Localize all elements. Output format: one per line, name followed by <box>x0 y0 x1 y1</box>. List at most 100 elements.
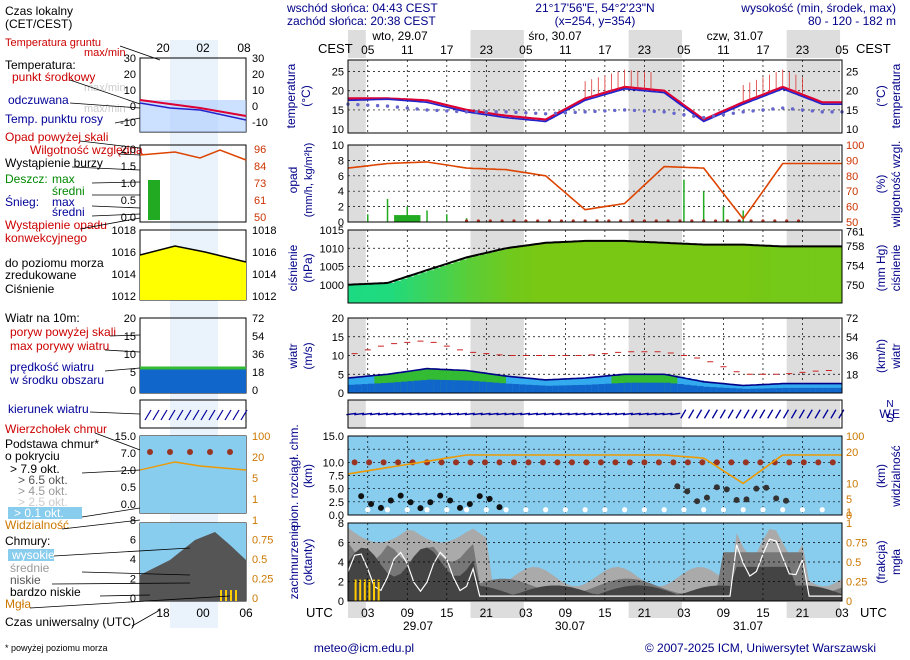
y-tick-left: 6 <box>338 171 344 183</box>
cloud-base-dot <box>466 500 473 507</box>
panel-frame <box>347 522 843 602</box>
utc-tick: 03 <box>519 606 533 620</box>
y-tick-right: 50 <box>846 217 858 229</box>
wind-direction-arrow <box>591 412 602 416</box>
cloud-low-dot <box>641 507 648 513</box>
wind-direction-arrow <box>814 409 821 419</box>
temperature-line <box>348 85 842 121</box>
legend-cloud-base2: o pokryciu <box>5 449 60 463</box>
cloud-low-dot <box>799 507 806 513</box>
wind-direction-arrow <box>472 412 483 416</box>
legend-tick-right: 1 <box>252 494 258 506</box>
cest-tick: 23 <box>480 43 494 57</box>
wind-min-area <box>473 381 481 393</box>
cloud-base-dot <box>377 504 384 511</box>
wind-direction-arrow <box>838 409 845 419</box>
legend-tick-right: 0.25 <box>252 574 273 586</box>
dew-point-dot <box>464 110 469 114</box>
low-cloud-area <box>348 547 842 601</box>
night-band <box>628 602 682 618</box>
y-tick-right: 20 <box>846 447 858 459</box>
dew-point-dot <box>672 111 676 116</box>
day-label-bottom: 30.07 <box>555 619 585 633</box>
dew-point-dot <box>494 110 498 114</box>
legend-pointer <box>99 594 151 597</box>
night-shade <box>786 145 841 222</box>
pressure-line <box>347 239 842 286</box>
cloud-low-dot <box>463 507 470 513</box>
dew-point-dot <box>395 105 400 109</box>
legend-tick-right: 20 <box>252 69 264 81</box>
legend-wind-arrow <box>232 409 240 421</box>
dew-point-dot <box>731 111 736 116</box>
pressure-area <box>512 247 520 303</box>
legend-tick-right: 50 <box>254 212 266 224</box>
wind-min-area <box>644 382 652 393</box>
legend-tick-left: 0 <box>130 101 136 113</box>
pressure-area <box>743 244 751 303</box>
legend-pointer <box>109 334 141 337</box>
dew-point-dot <box>356 102 360 107</box>
legend-pointer <box>91 213 141 217</box>
legend-soil-temp-sub: max/min <box>84 47 126 59</box>
y-tick-left: 5.0 <box>329 484 344 496</box>
precip-axis-unit: (mm/h, kg/m²h) <box>303 143 315 218</box>
legend-tick-right: 36 <box>252 349 264 361</box>
wind-min-area <box>650 382 659 393</box>
wind-min-area <box>710 387 718 393</box>
wind-direction-arrow <box>583 412 594 416</box>
wind-direction-arrow <box>607 412 618 416</box>
dew-point-dot <box>800 108 805 112</box>
visibility-axis-unit: (km) <box>874 464 888 488</box>
dew-point-dot <box>701 115 706 120</box>
wind-axis-unit: (m/s) <box>301 342 315 369</box>
cloud-low-dot <box>365 507 371 513</box>
wind-min-area <box>690 385 698 393</box>
cloud-base-dot <box>723 486 730 493</box>
y-tick-right: 20 <box>846 86 858 98</box>
legend-okt01: > 0.1 okt. <box>14 506 64 520</box>
dew-point-dot <box>632 108 637 113</box>
dew-point-dot <box>810 109 815 113</box>
wind-min-area <box>703 386 711 393</box>
sunset-text: zachód słońca: 20:38 CEST <box>287 14 436 28</box>
cloud-base-dot <box>703 494 710 501</box>
wind-direction-arrow <box>448 412 460 416</box>
legend-wind-arrow <box>192 409 200 421</box>
wind-direction-arrow <box>703 409 711 419</box>
legend-gust-max: max porywy wiatru <box>10 339 109 353</box>
cloud-base-dot <box>684 488 691 495</box>
legend-tick-left: 0.0 <box>121 212 136 224</box>
cloud-low-dot <box>622 507 628 513</box>
cloud-low-dot <box>780 507 786 513</box>
pressure-area <box>604 240 612 303</box>
wind-min-area <box>413 380 421 393</box>
wind-direction-arrow <box>385 412 396 416</box>
wind-direction-arrow <box>751 409 758 419</box>
night-shade <box>786 400 841 428</box>
wind-min-area <box>565 385 573 393</box>
cloud-top-dot <box>786 459 793 466</box>
wind-min-area <box>762 388 771 393</box>
fog-axis-label: mgła <box>889 549 903 575</box>
compass-label: E <box>892 407 900 421</box>
wind-direction-arrow <box>775 409 782 419</box>
wind-min-area <box>828 387 836 393</box>
pressure-area <box>723 244 731 303</box>
legend-tick-left: -10 <box>120 117 136 129</box>
pressure-area <box>552 242 560 303</box>
legend-cloud-top-dot <box>187 449 193 455</box>
legend-temp-line <box>139 99 247 117</box>
wind-min-area <box>730 388 738 393</box>
legend-pointer <box>117 153 141 156</box>
dew-point-dot <box>711 114 716 118</box>
legend-tick-left: 2 <box>130 574 136 586</box>
legend-pointer <box>91 205 141 209</box>
y-tick-right: 750 <box>846 280 864 292</box>
y-tick-left: 10 <box>332 124 344 136</box>
pressure-area <box>585 240 593 303</box>
legend-pointer <box>69 79 141 105</box>
y-tick-left: 2.5 <box>329 497 344 509</box>
cloud-top-dot <box>612 459 619 466</box>
wind-min-area <box>486 382 494 393</box>
